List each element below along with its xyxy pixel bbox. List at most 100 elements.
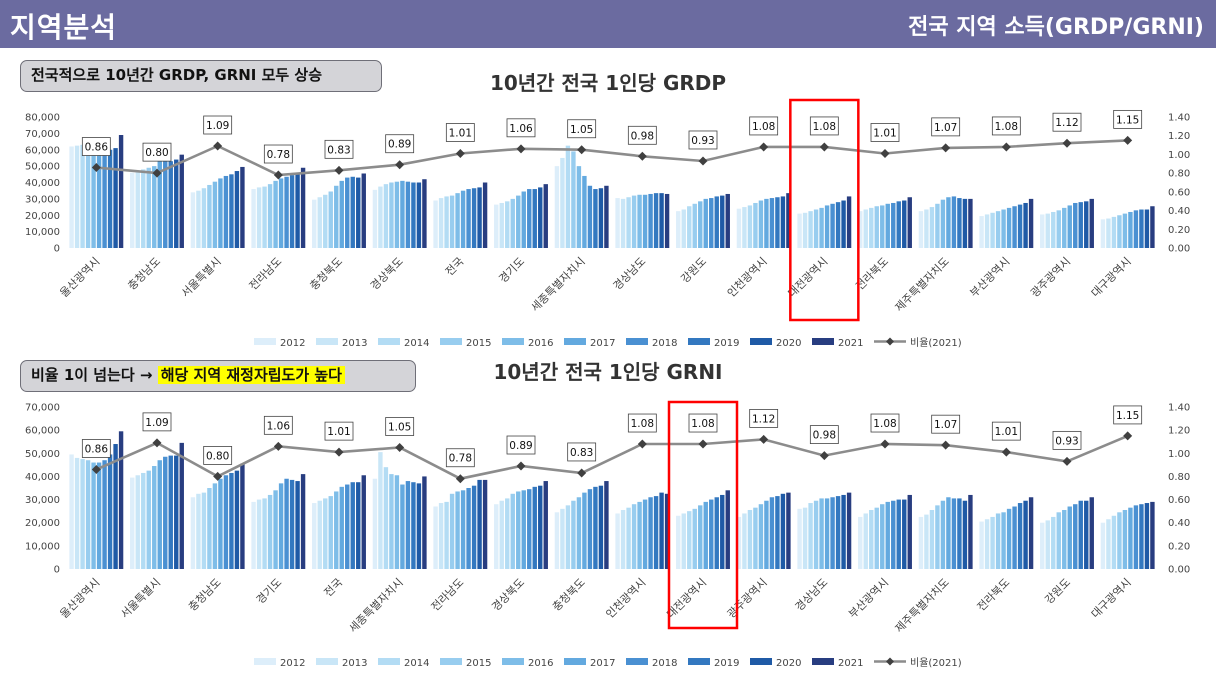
bar (1012, 206, 1017, 248)
ratio-label-box (445, 448, 475, 468)
bar (1073, 202, 1078, 248)
ratio-label-box (1052, 112, 1082, 132)
bar (1028, 198, 1034, 249)
bar (1062, 509, 1067, 569)
bar (295, 481, 300, 569)
bar (383, 467, 389, 569)
bar (598, 485, 604, 569)
bar (350, 482, 355, 569)
ratio-data-label: 1.01 (995, 426, 1018, 438)
bar (835, 202, 841, 248)
bar (642, 499, 648, 569)
category-label: 전라남도 (429, 576, 467, 614)
bar (576, 166, 582, 249)
bar (394, 475, 400, 569)
bar (516, 195, 521, 248)
bar (615, 513, 620, 569)
bar (1084, 500, 1089, 569)
bar (229, 174, 234, 248)
ratio-marker (1123, 135, 1133, 145)
bar (516, 491, 521, 569)
bar (505, 498, 510, 569)
legend-entry: 2019 (714, 658, 739, 669)
bar (885, 501, 890, 569)
ratio-data-label: 0.89 (509, 440, 532, 452)
legend-swatch (378, 338, 400, 345)
bar (218, 478, 223, 569)
legend-entry: 2020 (776, 658, 801, 669)
bar (1139, 209, 1144, 248)
ratio-marker (91, 163, 101, 173)
bar (841, 494, 846, 569)
legend-entry: 2016 (528, 338, 553, 349)
bar (924, 209, 929, 248)
bar (786, 492, 791, 569)
bar (400, 180, 405, 248)
ratio-data-label: 0.89 (388, 139, 411, 151)
bar (880, 504, 885, 569)
category-label: 세종특별자치시 (529, 255, 588, 314)
bar (940, 199, 946, 248)
bar (979, 216, 984, 248)
bar (615, 198, 620, 248)
ratio-label-box (627, 413, 657, 433)
bar (356, 177, 361, 248)
bar (96, 149, 102, 248)
bar (1089, 198, 1094, 249)
bar (163, 159, 168, 248)
bar (1023, 500, 1028, 569)
bar (940, 500, 946, 569)
bar (405, 481, 411, 569)
bar (389, 474, 394, 569)
legend-swatch (254, 338, 276, 345)
bar (372, 189, 378, 248)
bar (378, 452, 383, 569)
category-label: 제주특별자치도 (893, 255, 952, 314)
bar (720, 494, 725, 569)
bar (378, 186, 383, 248)
bar (389, 182, 394, 248)
ratio-label-box (870, 413, 900, 433)
bar (808, 503, 813, 569)
bar (527, 189, 532, 248)
bar (284, 478, 289, 569)
bar (218, 178, 223, 248)
category-label: 충청남도 (186, 576, 224, 614)
legend-entry: 2015 (466, 338, 491, 349)
bar (130, 172, 135, 248)
ratio-marker (880, 148, 890, 158)
bar (951, 498, 957, 569)
bar (891, 202, 896, 248)
category-label: 강원도 (1042, 576, 1073, 607)
legend-swatch (688, 658, 710, 665)
bar (543, 481, 548, 569)
category-label: 인천광역시 (724, 254, 770, 300)
y-tick-label: 20,000 (25, 518, 60, 529)
ratio-label-box (991, 116, 1021, 136)
bar (256, 187, 262, 248)
bar (273, 180, 278, 248)
bar (968, 198, 973, 249)
header-bar: 지역분석 전국 지역 소득(GRDP/GRNI) (0, 0, 1216, 48)
bar (345, 177, 350, 248)
legend-entry: 2020 (776, 338, 801, 349)
bar (207, 488, 212, 569)
legend-swatch (750, 658, 772, 665)
category-label: 전라북도 (975, 576, 1013, 614)
bar (251, 189, 256, 248)
ratio-marker (516, 461, 526, 471)
bar (604, 185, 609, 248)
bar (168, 161, 173, 248)
bar (802, 507, 808, 569)
bar (1040, 522, 1045, 569)
ratio-marker (152, 168, 162, 178)
bar (604, 481, 609, 569)
bar (1067, 205, 1072, 248)
bar (466, 189, 471, 248)
bar (863, 209, 868, 248)
bar (477, 187, 482, 248)
category-label: 경상남도 (611, 255, 649, 293)
bar (758, 200, 764, 248)
bar (499, 500, 504, 569)
ratio-marker (698, 439, 708, 449)
